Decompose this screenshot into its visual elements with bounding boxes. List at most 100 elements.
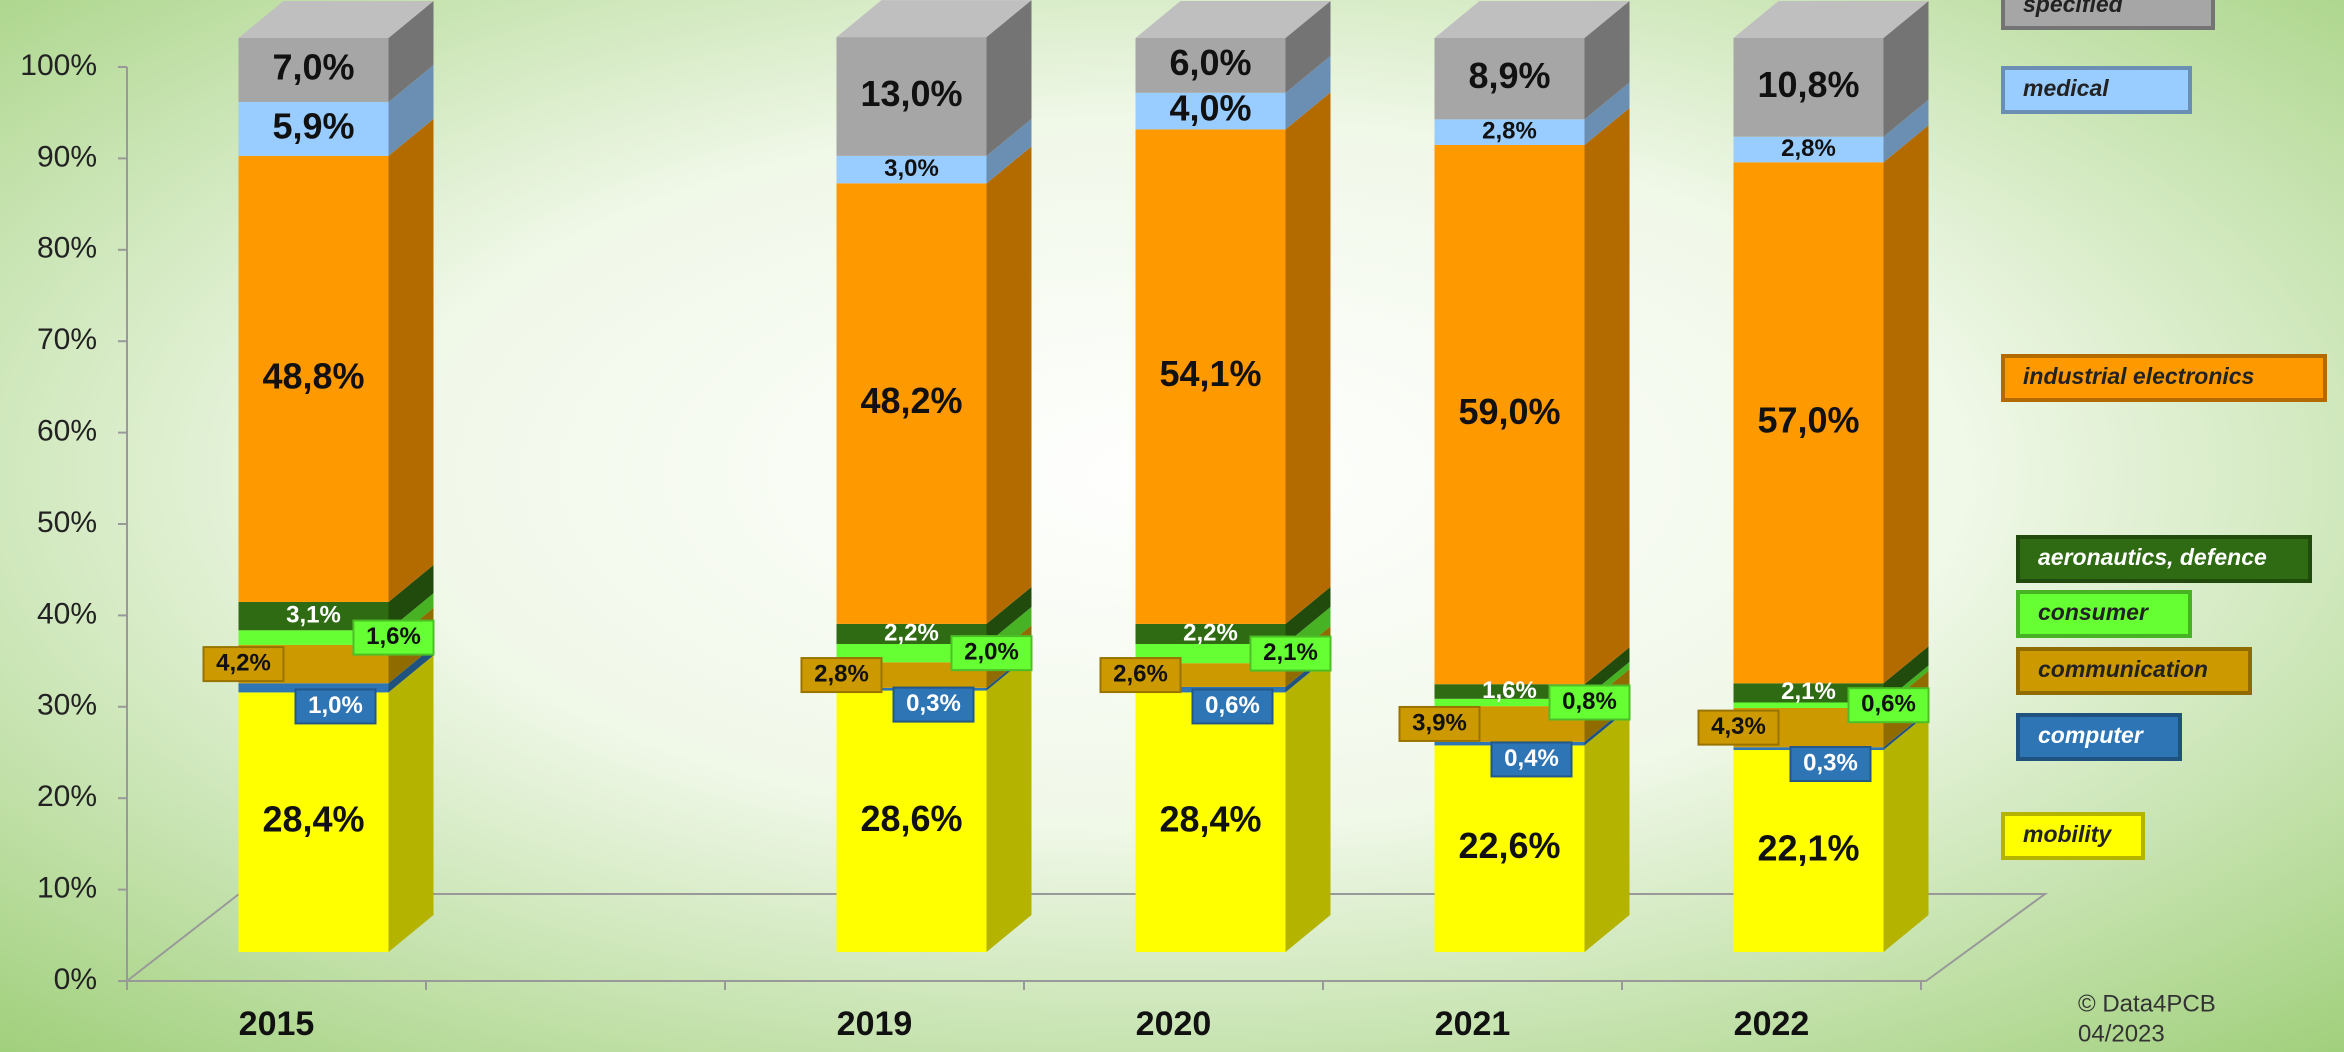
value-label-box [202,646,285,683]
legend-swatch [2001,66,2192,114]
x-tick-label: 2021 [1435,1005,1511,1043]
y-tick-label: 80% [37,232,97,265]
bar-side [986,118,1032,184]
y-tick-label: 10% [37,872,97,905]
value-label: 57,0% [1757,399,1859,440]
bar-side [1584,82,1630,145]
x-tick-label: 2015 [239,1005,315,1043]
y-tick-label: 0% [54,963,97,996]
y-tick-label: 50% [37,506,97,539]
value-label: 13,0% [860,73,962,114]
value-label: 0,8% [1562,688,1617,715]
legend-swatch [2016,590,2192,638]
bar-top [1733,1,1929,38]
value-label: 8,9% [1468,55,1550,96]
legend-label: communication [2038,656,2208,682]
value-label: 0,3% [1803,749,1858,776]
value-label: 7,0% [272,47,354,88]
y-tick-label: 100% [20,49,97,82]
value-label: 2,6% [1113,660,1168,687]
bar-top [1135,1,1331,38]
value-label: 28,4% [262,799,364,840]
bar-side [388,1,434,102]
bar [1434,38,1585,120]
value-label: 4,0% [1169,88,1251,129]
value-label-box [1789,746,1872,783]
value-label-box [352,619,435,656]
bar [1135,129,1286,624]
legend-label: consumer [2038,599,2149,625]
legend-label: computer [2038,722,2144,748]
value-label-box [892,686,975,723]
value-label: 22,6% [1458,825,1560,866]
value-label: 2,2% [884,619,939,646]
value-label: 2,2% [1183,619,1238,646]
legend-label: medical [2023,75,2109,101]
legend-label: mobility [2023,821,2112,847]
value-label-box [1191,688,1274,725]
value-label-box [1697,709,1780,746]
value-label-box [1099,657,1182,694]
y-tick-label: 90% [37,140,97,173]
bar-side [1883,99,1929,163]
bar-side [1285,55,1331,130]
x-tick-label: 2020 [1136,1005,1212,1043]
bar [836,690,987,952]
value-label: 2,0% [964,638,1019,665]
bar-top [836,0,1032,38]
value-label: 6,0% [1169,42,1251,83]
date: 04/2023 [2078,1020,2165,1047]
bar [1135,92,1286,130]
legend-label: industrial electronics [2023,363,2254,389]
legend-swatch [2001,354,2327,402]
legend-swatch [2016,535,2312,583]
bar [1733,136,1884,163]
value-label: 22,1% [1757,828,1859,869]
bar-side [1285,92,1331,624]
value-label-box [800,657,883,694]
value-label-box [1490,741,1573,778]
bar [238,101,389,156]
floor [124,893,2049,982]
y-tick-label: 60% [37,415,97,448]
value-label: 54,1% [1159,353,1261,394]
credit: © Data4PCB [2078,990,2216,1017]
value-label: 2,8% [1781,135,1836,162]
value-label: 4,3% [1711,713,1766,740]
bar-top [1434,1,1630,38]
bar-side [1584,107,1630,685]
value-label-box [294,688,377,725]
legend-label: aeronautics, defence [2038,544,2267,570]
value-label-box [1847,687,1930,724]
bar-side [388,655,434,952]
bar [836,155,987,184]
bar [1733,162,1884,684]
bar-side [1883,125,1929,684]
bar-side [388,564,434,631]
bar [1135,692,1286,952]
bar-side [388,118,434,602]
value-label: 1,6% [366,623,421,650]
bar-top [238,1,434,38]
bar [836,37,987,156]
bar [238,38,389,102]
value-label: 3,9% [1412,709,1467,736]
bar [1434,684,1585,699]
legend-label: specified [2023,0,2124,17]
bar-side [1584,708,1630,952]
bar [1434,119,1585,145]
value-label: 10,8% [1757,64,1859,105]
bar-side [388,646,434,693]
bar [836,183,987,624]
y-tick-label: 30% [37,689,97,722]
bar [1733,683,1884,703]
value-label: 59,0% [1458,391,1560,432]
value-label: 48,2% [860,380,962,421]
bar [238,155,389,602]
x-tick-label: 2022 [1734,1005,1810,1043]
value-label-box [950,635,1033,672]
value-label-box [1398,705,1481,742]
bar [238,683,389,693]
value-label: 0,4% [1504,745,1559,772]
